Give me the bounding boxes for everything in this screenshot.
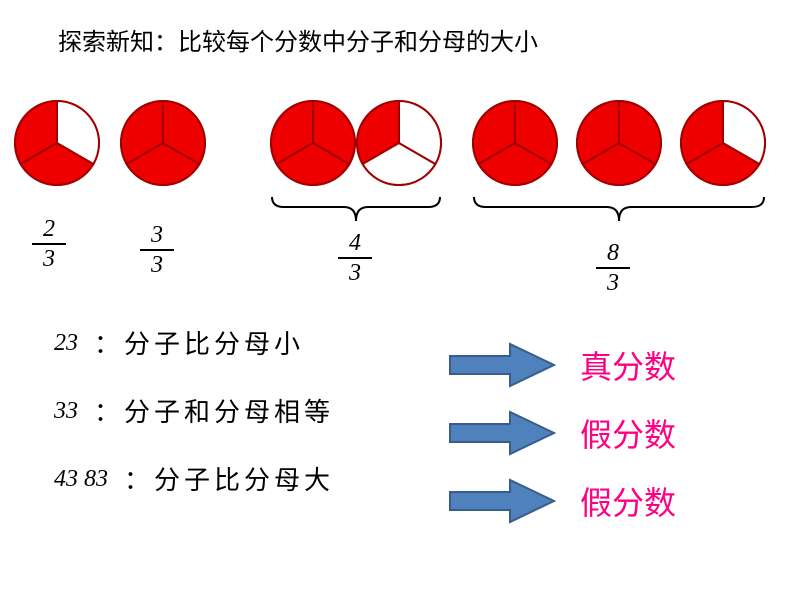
fraction-label: 23 (32, 216, 66, 273)
fraction-label: 33 (140, 222, 174, 279)
fraction-label: 83 (596, 240, 630, 297)
curly-brace (472, 195, 766, 223)
result-text: 真分数 (580, 342, 676, 388)
fraction-inline: 23 (54, 331, 78, 355)
row-text: ：分子比分母小 (94, 324, 304, 361)
arrow-right-icon (448, 410, 558, 456)
row-text: ：分子和分母相等 (94, 392, 334, 429)
result-text: 假分数 (580, 410, 676, 456)
pie-chart (120, 100, 206, 186)
title: 探索新知：比较每个分数中分子和分母的大小 (58, 22, 538, 57)
pie-chart (472, 100, 558, 186)
fraction-inline: 83 (84, 467, 108, 491)
explain-row: 23 ：分子比分母小 (54, 324, 304, 361)
pie-chart (270, 100, 356, 186)
explain-row: 33 ：分子和分母相等 (54, 392, 334, 429)
fraction-label: 43 (338, 230, 372, 287)
fraction-inline: 33 (54, 399, 78, 423)
result-text: 假分数 (580, 478, 676, 524)
pie-chart (356, 100, 442, 186)
curly-brace (270, 195, 442, 223)
row-text: ：分子比分母大 (124, 460, 334, 497)
pie-chart (680, 100, 766, 186)
pie-chart (14, 100, 100, 186)
arrow-right-icon (448, 478, 558, 524)
fraction-inline: 43 (54, 467, 78, 491)
pie-chart (576, 100, 662, 186)
explain-row: 4383 ：分子比分母大 (54, 460, 334, 497)
arrow-right-icon (448, 342, 558, 388)
pie-row (0, 100, 794, 210)
